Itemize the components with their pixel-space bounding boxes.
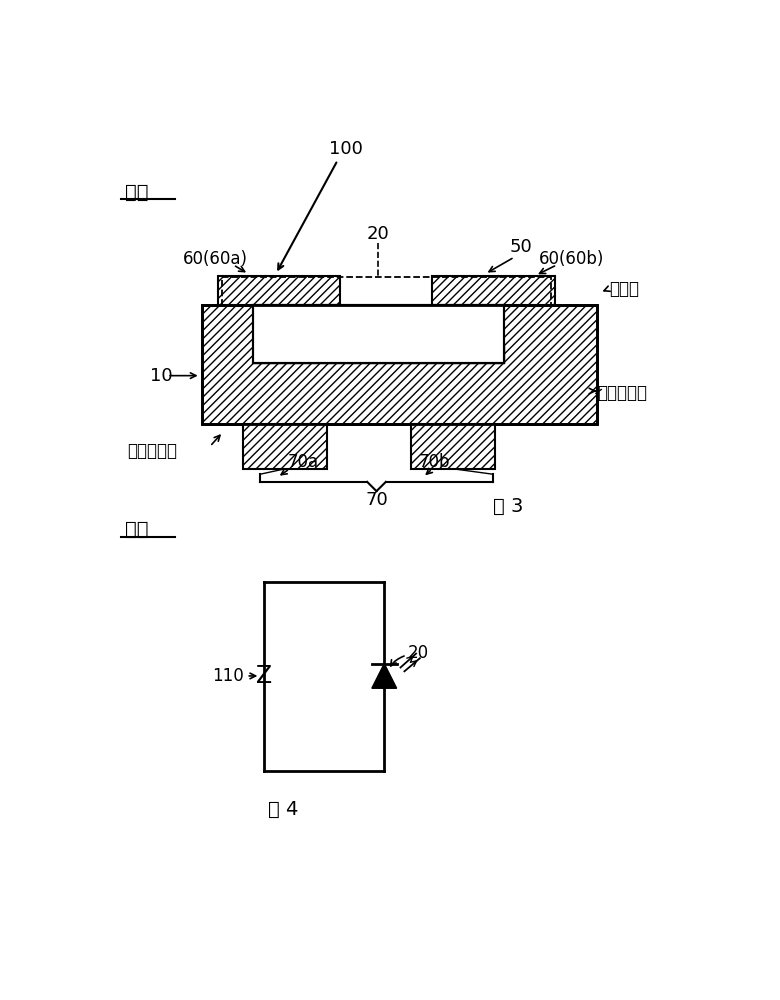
Bar xyxy=(202,305,597,424)
Text: Z: Z xyxy=(256,664,272,688)
Text: 60(60a): 60(60a) xyxy=(183,250,248,268)
Text: 图 4: 图 4 xyxy=(268,800,299,819)
Polygon shape xyxy=(372,664,397,688)
Bar xyxy=(253,305,505,363)
Text: 基板面: 基板面 xyxy=(609,280,639,298)
Text: 110: 110 xyxy=(212,667,244,685)
Bar xyxy=(411,424,495,469)
Text: 50: 50 xyxy=(509,238,532,256)
Text: 20: 20 xyxy=(407,644,429,662)
Bar xyxy=(218,276,340,305)
Bar xyxy=(202,305,597,424)
Text: 图 3: 图 3 xyxy=(493,497,523,516)
Bar xyxy=(222,277,551,305)
Text: 100: 100 xyxy=(328,140,363,158)
Text: 基板露出面: 基板露出面 xyxy=(127,442,177,460)
Bar xyxy=(253,305,505,363)
Text: 70b: 70b xyxy=(419,453,450,471)
Bar xyxy=(432,276,555,305)
Text: 上方: 上方 xyxy=(125,183,148,202)
Text: 70a: 70a xyxy=(287,453,318,471)
Text: 基板埋设面: 基板埋设面 xyxy=(597,384,647,402)
Text: Z: Z xyxy=(302,326,312,341)
Text: 10: 10 xyxy=(151,367,173,385)
Text: Z: Z xyxy=(402,326,413,341)
Text: 70: 70 xyxy=(365,491,388,509)
Text: 20: 20 xyxy=(367,225,389,243)
Bar xyxy=(243,424,327,469)
Bar xyxy=(253,346,505,363)
Text: 下方: 下方 xyxy=(125,520,148,539)
Text: 60(60b): 60(60b) xyxy=(539,250,604,268)
